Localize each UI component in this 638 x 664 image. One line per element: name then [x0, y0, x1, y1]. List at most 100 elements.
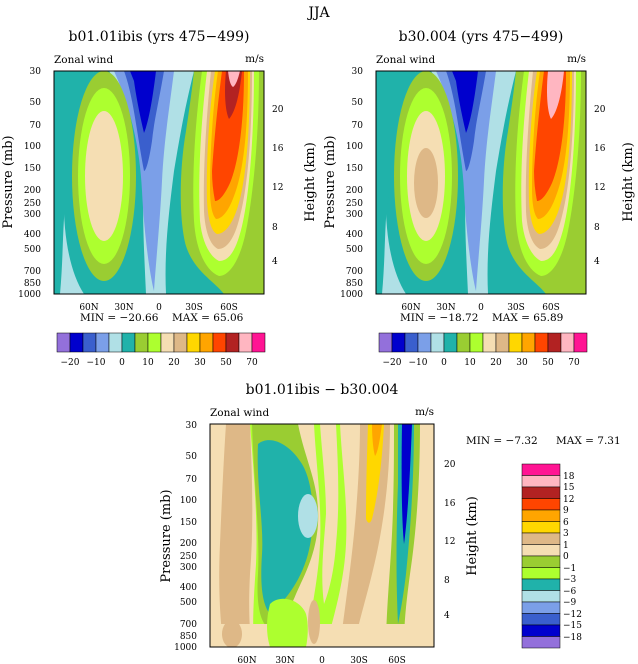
y-tick: 250 [346, 199, 363, 209]
swatch [521, 521, 561, 534]
y-tick: 70 [30, 121, 42, 131]
panel-1-x-ticks: 60N 30N 0 30S 60S [401, 303, 559, 313]
panel-1-subtitle-right: m/s [567, 53, 586, 65]
y-tick: 100 [180, 496, 197, 506]
swatch [547, 332, 562, 353]
swatch [212, 332, 227, 353]
swatch [378, 332, 393, 353]
swatch [508, 332, 523, 353]
panel-2-sh-negative-blue [401, 424, 412, 544]
swatch [573, 332, 588, 353]
x-tick: 60S [388, 656, 406, 664]
colorbar-label: 12 [563, 495, 574, 505]
x-tick: 30N [114, 303, 133, 313]
panel-2-field [210, 424, 434, 647]
panel-0-field [54, 71, 264, 294]
y-right-tick: 16 [444, 499, 456, 509]
panel-2-bottom-green [267, 598, 308, 647]
x-tick: 0 [319, 656, 325, 664]
swatch [147, 332, 162, 353]
swatch [121, 332, 136, 353]
panel-1-stratos-easterly-mid [436, 71, 496, 291]
swatch [521, 567, 561, 580]
swatch [443, 332, 458, 353]
panel-1-title: b30.004 (yrs 475−499) [399, 29, 564, 45]
y-tick: 150 [346, 164, 363, 174]
x-tick: 30S [350, 656, 368, 664]
swatch [521, 486, 561, 499]
y-tick: 30 [30, 67, 42, 77]
colorbar-label: −1 [563, 564, 576, 574]
panel-2-y-ticks: 30 50 70 100 150 200 250 300 400 500 700… [174, 421, 197, 653]
colorbar-label: 20 [168, 358, 180, 368]
panel-0-max: MAX = 65.06 [172, 312, 244, 324]
colorbar-label: −10 [409, 358, 428, 368]
colorbar-label: −15 [563, 621, 582, 631]
x-tick: 60N [237, 656, 256, 664]
swatch [521, 636, 561, 649]
y-tick: 150 [24, 164, 41, 174]
y-tick: 700 [346, 267, 363, 277]
panel-0-ylabel-right: Height (km) [303, 142, 318, 222]
colorbar-label: 50 [542, 358, 554, 368]
swatch [534, 332, 549, 353]
swatch [521, 613, 561, 626]
colorbar-label: 15 [563, 483, 575, 493]
panel-2-ylabel: Pressure (mb) [159, 489, 174, 582]
swatch [521, 475, 561, 488]
panel-0-nh-shallow-band [54, 71, 94, 294]
panel-1-ylabel: Pressure (mb) [323, 135, 338, 228]
y-right-tick: 20 [272, 105, 284, 115]
swatch [417, 332, 432, 353]
panel-1-ylabel-right: Height (km) [621, 142, 636, 222]
swatch [391, 332, 406, 353]
panel-1-field [376, 71, 586, 294]
colorbar-label: 70 [246, 358, 258, 368]
panel-2-title: b01.01ibis − b30.004 [246, 382, 399, 398]
colorbar-label: −18 [563, 633, 582, 643]
colorbar-label: −3 [563, 575, 577, 585]
y-tick: 400 [346, 230, 363, 240]
colorbar-label: 9 [563, 506, 569, 516]
panel-1-nh-shallow-band [376, 71, 416, 294]
panel-1-jet-core [414, 148, 438, 218]
y-tick: 300 [24, 210, 41, 220]
swatch [495, 332, 510, 353]
colorbar-label: 50 [220, 358, 232, 368]
swatch [521, 544, 561, 557]
y-right-tick: 4 [444, 611, 450, 621]
y-right-tick: 12 [594, 183, 605, 193]
x-tick: 0 [156, 303, 162, 313]
swatch [521, 509, 561, 522]
panel-0-sh-jet-9 [228, 71, 240, 87]
y-right-tick: 16 [272, 144, 284, 154]
panel-2-center-negative-light [298, 494, 318, 538]
panel-1-stratos-easterly-core [452, 71, 478, 133]
x-tick: 30N [275, 656, 294, 664]
swatch [173, 332, 188, 353]
panel-0-ylabel: Pressure (mb) [1, 135, 16, 228]
y-right-tick: 12 [272, 183, 283, 193]
y-right-tick: 8 [444, 576, 450, 586]
panel-0-stratos-easterly-core [130, 71, 156, 133]
panel-0-y-right-ticks: 20 16 12 8 4 [272, 105, 284, 267]
swatch [108, 332, 123, 353]
panel-0-min: MIN = −20.66 [80, 312, 159, 324]
y-tick: 70 [352, 121, 364, 131]
y-tick: 850 [24, 279, 41, 289]
panel-0-y-ticks: 30 50 70 100 150 200 250 300 400 500 700… [18, 67, 41, 300]
panel-2-bottom-tan-blob [308, 600, 320, 644]
panel-2-left-band-light [219, 424, 253, 647]
y-tick: 850 [180, 632, 197, 642]
panel-2-colorbar: 18 15 12 9 6 3 1 0 −1 −3 −6 −9 −12 −15 −… [521, 463, 582, 649]
panel-2-max: MAX = 7.31 [556, 435, 621, 447]
y-tick: 50 [30, 98, 42, 108]
swatch [199, 332, 214, 353]
colorbar-label: 10 [142, 358, 154, 368]
colorbar-label: −10 [87, 358, 106, 368]
swatch [521, 532, 561, 545]
y-right-tick: 4 [272, 257, 278, 267]
y-right-tick: 8 [594, 223, 600, 233]
swatch [482, 332, 497, 353]
